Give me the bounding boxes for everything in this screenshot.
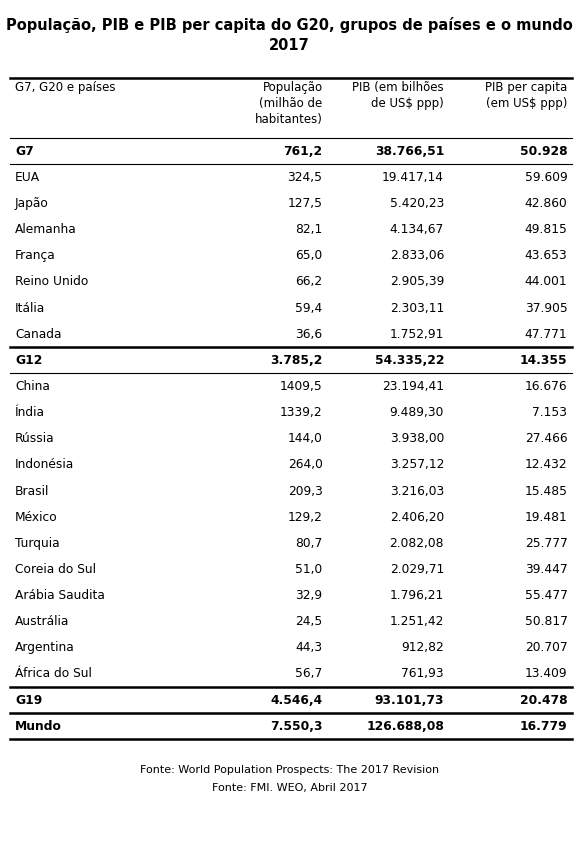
- Text: 24,5: 24,5: [295, 615, 323, 628]
- Text: 126.688,08: 126.688,08: [367, 720, 444, 733]
- Text: 20.478: 20.478: [520, 694, 567, 706]
- Text: G7: G7: [15, 145, 34, 158]
- Text: G19: G19: [15, 694, 42, 706]
- Text: PIB per capita
(em US$ ppp): PIB per capita (em US$ ppp): [485, 81, 567, 110]
- Text: Austrália: Austrália: [15, 615, 69, 628]
- Text: 54.335,22: 54.335,22: [375, 354, 444, 367]
- Text: Brasil: Brasil: [15, 485, 49, 497]
- Text: 1409,5: 1409,5: [280, 380, 323, 393]
- Text: 20.707: 20.707: [525, 642, 567, 654]
- Text: 42.860: 42.860: [525, 197, 567, 210]
- Text: 16.676: 16.676: [525, 380, 567, 393]
- Text: 2.406,20: 2.406,20: [390, 511, 444, 524]
- Text: 209,3: 209,3: [288, 485, 323, 497]
- Text: 9.489,30: 9.489,30: [390, 406, 444, 419]
- Text: Alemanha: Alemanha: [15, 223, 77, 236]
- Text: 129,2: 129,2: [288, 511, 323, 524]
- Text: Argentina: Argentina: [15, 642, 75, 654]
- Text: 1.752,91: 1.752,91: [390, 328, 444, 341]
- Text: 59.609: 59.609: [525, 171, 567, 184]
- Text: 36,6: 36,6: [295, 328, 323, 341]
- Text: 14.355: 14.355: [520, 354, 567, 367]
- Text: 19.417,14: 19.417,14: [382, 171, 444, 184]
- Text: 15.485: 15.485: [525, 485, 567, 497]
- Text: 93.101,73: 93.101,73: [375, 694, 444, 706]
- Text: 3.938,00: 3.938,00: [390, 432, 444, 445]
- Text: África do Sul: África do Sul: [15, 668, 92, 680]
- Text: 66,2: 66,2: [295, 276, 323, 288]
- Text: Canada: Canada: [15, 328, 61, 341]
- Text: 47.771: 47.771: [525, 328, 567, 341]
- Text: População, PIB e PIB per capita do G20, grupos de países e o mundo
2017: População, PIB e PIB per capita do G20, …: [6, 17, 573, 52]
- Text: 25.777: 25.777: [525, 537, 567, 550]
- Text: 38.766,51: 38.766,51: [375, 145, 444, 158]
- Text: Índia: Índia: [15, 406, 45, 419]
- Text: 3.785,2: 3.785,2: [270, 354, 323, 367]
- Text: Fonte: World Population Prospects: The 2017 Revision: Fonte: World Population Prospects: The 2…: [140, 765, 439, 775]
- Text: G7, G20 e países: G7, G20 e países: [15, 81, 116, 94]
- Text: 1.796,21: 1.796,21: [390, 589, 444, 602]
- Text: 3.216,03: 3.216,03: [390, 485, 444, 497]
- Text: 55.477: 55.477: [525, 589, 567, 602]
- Text: 65,0: 65,0: [295, 250, 323, 262]
- Text: 39.447: 39.447: [525, 563, 567, 576]
- Text: 3.257,12: 3.257,12: [390, 459, 444, 471]
- Text: 12.432: 12.432: [525, 459, 567, 471]
- Text: 144,0: 144,0: [288, 432, 323, 445]
- Text: México: México: [15, 511, 58, 524]
- Text: Itália: Itália: [15, 302, 45, 314]
- Text: 7.153: 7.153: [533, 406, 567, 419]
- Text: França: França: [15, 250, 56, 262]
- Text: 44.001: 44.001: [525, 276, 567, 288]
- Text: Turquia: Turquia: [15, 537, 60, 550]
- Text: 56,7: 56,7: [295, 668, 323, 680]
- Text: PIB (em bilhões
de US$ ppp): PIB (em bilhões de US$ ppp): [353, 81, 444, 110]
- Text: 43.653: 43.653: [525, 250, 567, 262]
- Text: 50.817: 50.817: [525, 615, 567, 628]
- Text: 127,5: 127,5: [288, 197, 323, 210]
- Text: Rússia: Rússia: [15, 432, 54, 445]
- Text: 2.082,08: 2.082,08: [390, 537, 444, 550]
- Text: 2.029,71: 2.029,71: [390, 563, 444, 576]
- Text: Japão: Japão: [15, 197, 49, 210]
- Text: 59,4: 59,4: [295, 302, 323, 314]
- Text: 51,0: 51,0: [295, 563, 323, 576]
- Text: Mundo: Mundo: [15, 720, 62, 733]
- Text: 32,9: 32,9: [295, 589, 323, 602]
- Text: 2.833,06: 2.833,06: [390, 250, 444, 262]
- Text: 2.905,39: 2.905,39: [390, 276, 444, 288]
- Text: Indonésia: Indonésia: [15, 459, 74, 471]
- Text: 27.466: 27.466: [525, 432, 567, 445]
- Text: 37.905: 37.905: [525, 302, 567, 314]
- Text: Reino Unido: Reino Unido: [15, 276, 89, 288]
- Text: G12: G12: [15, 354, 42, 367]
- Text: Arábia Saudita: Arábia Saudita: [15, 589, 105, 602]
- Text: 1339,2: 1339,2: [280, 406, 323, 419]
- Text: 1.251,42: 1.251,42: [390, 615, 444, 628]
- Text: 324,5: 324,5: [288, 171, 323, 184]
- Text: 16.779: 16.779: [520, 720, 567, 733]
- Text: 7.550,3: 7.550,3: [270, 720, 323, 733]
- Text: 264,0: 264,0: [288, 459, 323, 471]
- Text: 2.303,11: 2.303,11: [390, 302, 444, 314]
- Text: 19.481: 19.481: [525, 511, 567, 524]
- Text: EUA: EUA: [15, 171, 40, 184]
- Text: 761,93: 761,93: [401, 668, 444, 680]
- Text: 4.546,4: 4.546,4: [270, 694, 323, 706]
- Text: 13.409: 13.409: [525, 668, 567, 680]
- Text: China: China: [15, 380, 50, 393]
- Text: 23.194,41: 23.194,41: [382, 380, 444, 393]
- Text: População
(milhão de
habitantes): População (milhão de habitantes): [255, 81, 323, 126]
- Text: 4.134,67: 4.134,67: [390, 223, 444, 236]
- Text: 50.928: 50.928: [520, 145, 567, 158]
- Text: 49.815: 49.815: [525, 223, 567, 236]
- Text: Coreia do Sul: Coreia do Sul: [15, 563, 96, 576]
- Text: Fonte: FMI. WEO, Abril 2017: Fonte: FMI. WEO, Abril 2017: [212, 783, 367, 793]
- Text: 5.420,23: 5.420,23: [390, 197, 444, 210]
- Text: 82,1: 82,1: [295, 223, 323, 236]
- Text: 80,7: 80,7: [295, 537, 323, 550]
- Text: 44,3: 44,3: [295, 642, 323, 654]
- Text: 761,2: 761,2: [283, 145, 323, 158]
- Text: 912,82: 912,82: [401, 642, 444, 654]
